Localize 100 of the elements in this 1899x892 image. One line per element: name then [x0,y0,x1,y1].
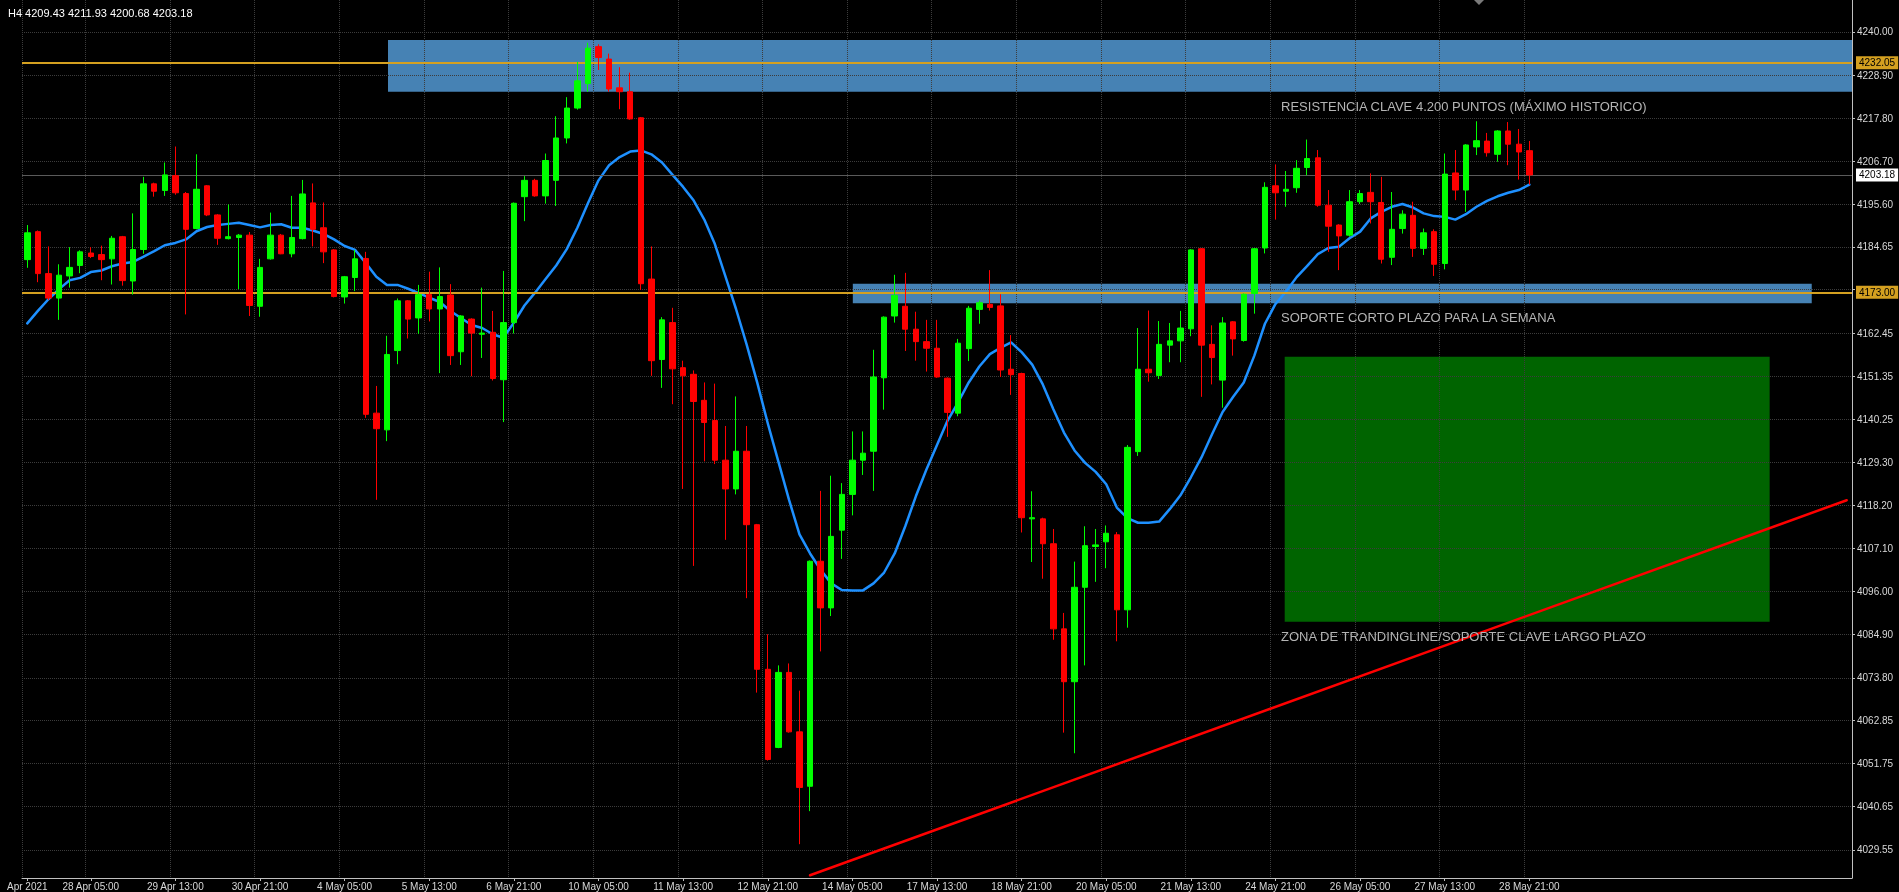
candlestick [987,269,993,312]
candlestick [35,229,41,283]
candlestick [1484,132,1490,158]
candlestick [162,161,168,197]
x-tick-label: 5 May 13:00 [401,880,458,892]
candlestick [1251,247,1258,315]
candlestick [1494,129,1501,163]
candlestick [426,271,432,322]
y-tick-label: 4051.75 [1857,758,1894,770]
candlestick [468,317,475,377]
candlestick [860,430,866,476]
y-tick-label: 4062.85 [1857,714,1894,726]
candlestick [807,559,813,812]
candlestick [616,66,623,110]
y-tick-label: 4184.65 [1857,241,1894,253]
candlestick [1367,172,1374,224]
candlestick [1378,176,1384,265]
x-tick-label: 20 May 05:00 [1075,880,1137,892]
band-label: RESISTENCIA CLAVE 4.200 PUNTOS (MÁXIMO HISTORICO) [1281,98,1647,114]
candlestick [722,425,729,541]
candlestick [1198,247,1205,398]
x-tick-label: 26 May 05:00 [1329,880,1391,892]
candlestick [648,245,655,377]
candlestick [1145,310,1152,383]
candlestick [659,316,665,389]
candlestick [775,664,782,749]
candlestick [1008,334,1014,396]
candlestick [1135,327,1141,457]
candlestick [373,385,380,501]
text: H4 4209.43 4211.93 4200.68 4203.18 [8,6,193,19]
candlestick [839,482,845,560]
candlestick [796,690,803,845]
candlestick [521,175,528,222]
candlestick [1029,490,1035,563]
candlestick [1230,320,1236,357]
candlestick [553,115,559,207]
x-tick-label: 28 Apr 05:00 [62,880,120,892]
candlestick [66,246,73,289]
candlestick [1431,228,1437,277]
ref-line-label: 4232.05 [1859,57,1896,69]
candlestick [574,61,581,111]
candlestick [1092,528,1099,583]
candlestick [140,176,147,255]
candlestick [479,287,485,359]
candlestick [183,191,189,315]
candlestick [1526,140,1533,186]
candlestick [458,314,464,366]
candlestick [98,245,105,281]
candlestick [77,249,83,274]
candlestick [627,72,633,121]
candlestick [595,43,602,71]
candlestick [891,274,898,324]
candlestick [394,298,401,365]
candlestick [881,315,887,411]
y-tick-label: 4140.25 [1857,414,1894,426]
y-tick-label: 4217.80 [1857,112,1894,124]
x-tick-label: 10 May 05:00 [568,880,630,892]
candlestick [1050,528,1057,641]
candlestick [267,212,274,261]
candlestick [246,231,253,317]
candlestick [1283,170,1289,208]
candlestick [944,376,951,438]
candlestick [754,523,760,694]
candlestick [511,202,517,334]
ref-line-label: 4173.00 [1859,286,1896,298]
x-tick-label: 14 May 05:00 [822,880,884,892]
candlestick [310,182,316,247]
candlestick [1209,324,1215,385]
candlestick [437,266,443,374]
candlestick [352,249,358,292]
candlestick [119,235,126,287]
x-tick-label: 17 May 13:00 [906,880,968,892]
candlestick [384,335,390,442]
y-tick-label: 4040.65 [1857,801,1894,813]
candlestick [1473,120,1480,156]
candlestick [405,299,411,340]
candlestick [363,251,369,419]
candlestick [214,213,221,246]
candlestick [849,430,856,516]
candlestick [532,178,538,198]
candlestick [585,42,591,93]
x-tick-label: 29 Apr 13:00 [147,880,205,892]
candlestick [712,383,718,465]
x-tick-label: 6 May 21:00 [486,880,542,892]
candlestick [1410,201,1416,258]
candlestick [1336,223,1342,271]
candlestick [109,235,115,285]
candlestick [1262,181,1268,254]
candlestick [1293,159,1300,194]
candlestick [88,246,94,259]
ref-line-label: 4203.18 [1859,169,1896,181]
candlestick [1325,189,1332,253]
candlestick [1304,139,1310,176]
candlestick [669,307,676,405]
candlestick [24,224,31,269]
y-tick-label: 4195.60 [1857,198,1894,210]
candlestick [1516,128,1522,181]
x-tick-label: 18 May 21:00 [991,880,1053,892]
candlestick [1040,517,1046,580]
candlestick [1346,189,1353,238]
